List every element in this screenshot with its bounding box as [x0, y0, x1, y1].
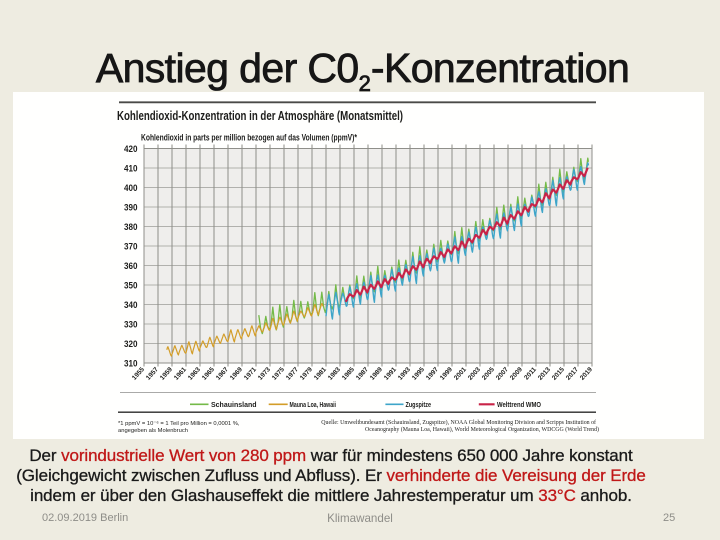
svg-text:2003: 2003: [467, 366, 482, 382]
svg-text:2013: 2013: [537, 366, 552, 382]
svg-text:Kohlendioxid-Konzentration in: Kohlendioxid-Konzentration in der Atmosp…: [117, 109, 403, 123]
svg-text:Mauna Loa, Hawaii: Mauna Loa, Hawaii: [290, 402, 337, 409]
svg-text:1971: 1971: [243, 366, 258, 382]
svg-text:1985: 1985: [341, 366, 356, 382]
svg-text:2011: 2011: [523, 366, 538, 382]
svg-text:1963: 1963: [187, 366, 202, 382]
svg-text:Oceanography (Mauna Loa, Hawai: Oceanography (Mauna Loa, Hawaii), World …: [365, 426, 599, 433]
svg-text:400: 400: [124, 183, 138, 193]
svg-text:340: 340: [124, 300, 138, 310]
svg-text:1965: 1965: [201, 366, 216, 382]
svg-text:1999: 1999: [439, 366, 454, 382]
svg-text:1957: 1957: [145, 366, 160, 382]
svg-text:310: 310: [124, 358, 138, 368]
svg-text:1979: 1979: [299, 366, 314, 382]
svg-text:angegeben als Molenbruch: angegeben als Molenbruch: [118, 428, 188, 434]
svg-text:380: 380: [124, 222, 138, 232]
svg-text:Zugspitze: Zugspitze: [406, 402, 432, 409]
svg-text:2007: 2007: [495, 366, 510, 382]
svg-text:*1 ppmV = 10⁻⁶ = 1 Teil pro Mi: *1 ppmV = 10⁻⁶ = 1 Teil pro Million = 0,…: [118, 420, 240, 427]
svg-text:1973: 1973: [257, 366, 272, 382]
svg-text:Quelle: Umweltbundesamt (Schau: Quelle: Umweltbundesamt (Schauinsland, Z…: [321, 419, 596, 426]
svg-text:1991: 1991: [383, 366, 398, 382]
svg-text:1987: 1987: [355, 366, 370, 382]
svg-text:Welttrend WMO: Welttrend WMO: [497, 402, 541, 409]
svg-text:1983: 1983: [327, 366, 342, 382]
svg-text:1995: 1995: [411, 366, 426, 382]
svg-text:350: 350: [124, 280, 138, 290]
svg-text:2001: 2001: [453, 366, 468, 382]
svg-text:2019: 2019: [579, 366, 594, 382]
svg-text:1975: 1975: [271, 366, 286, 382]
svg-text:1959: 1959: [159, 366, 174, 382]
svg-text:1967: 1967: [215, 366, 230, 382]
svg-text:330: 330: [124, 319, 138, 329]
svg-text:1993: 1993: [397, 366, 412, 382]
svg-text:360: 360: [124, 261, 138, 271]
svg-text:1977: 1977: [285, 366, 300, 382]
svg-text:1981: 1981: [313, 366, 328, 382]
svg-text:2015: 2015: [551, 366, 566, 382]
svg-text:Schauinsland: Schauinsland: [211, 402, 257, 409]
svg-text:Kohlendioxid in parts per mill: Kohlendioxid in parts per million bezoge…: [141, 133, 357, 144]
svg-text:2005: 2005: [481, 366, 496, 382]
svg-text:1961: 1961: [173, 366, 188, 382]
svg-text:1969: 1969: [229, 366, 244, 382]
svg-text:410: 410: [124, 163, 138, 173]
svg-text:2017: 2017: [565, 366, 580, 382]
svg-text:1997: 1997: [425, 366, 440, 382]
svg-text:2009: 2009: [509, 366, 524, 382]
svg-text:320: 320: [124, 339, 138, 349]
svg-text:370: 370: [124, 241, 138, 251]
svg-text:1989: 1989: [369, 366, 384, 382]
svg-text:390: 390: [124, 202, 138, 212]
svg-text:420: 420: [124, 144, 138, 154]
